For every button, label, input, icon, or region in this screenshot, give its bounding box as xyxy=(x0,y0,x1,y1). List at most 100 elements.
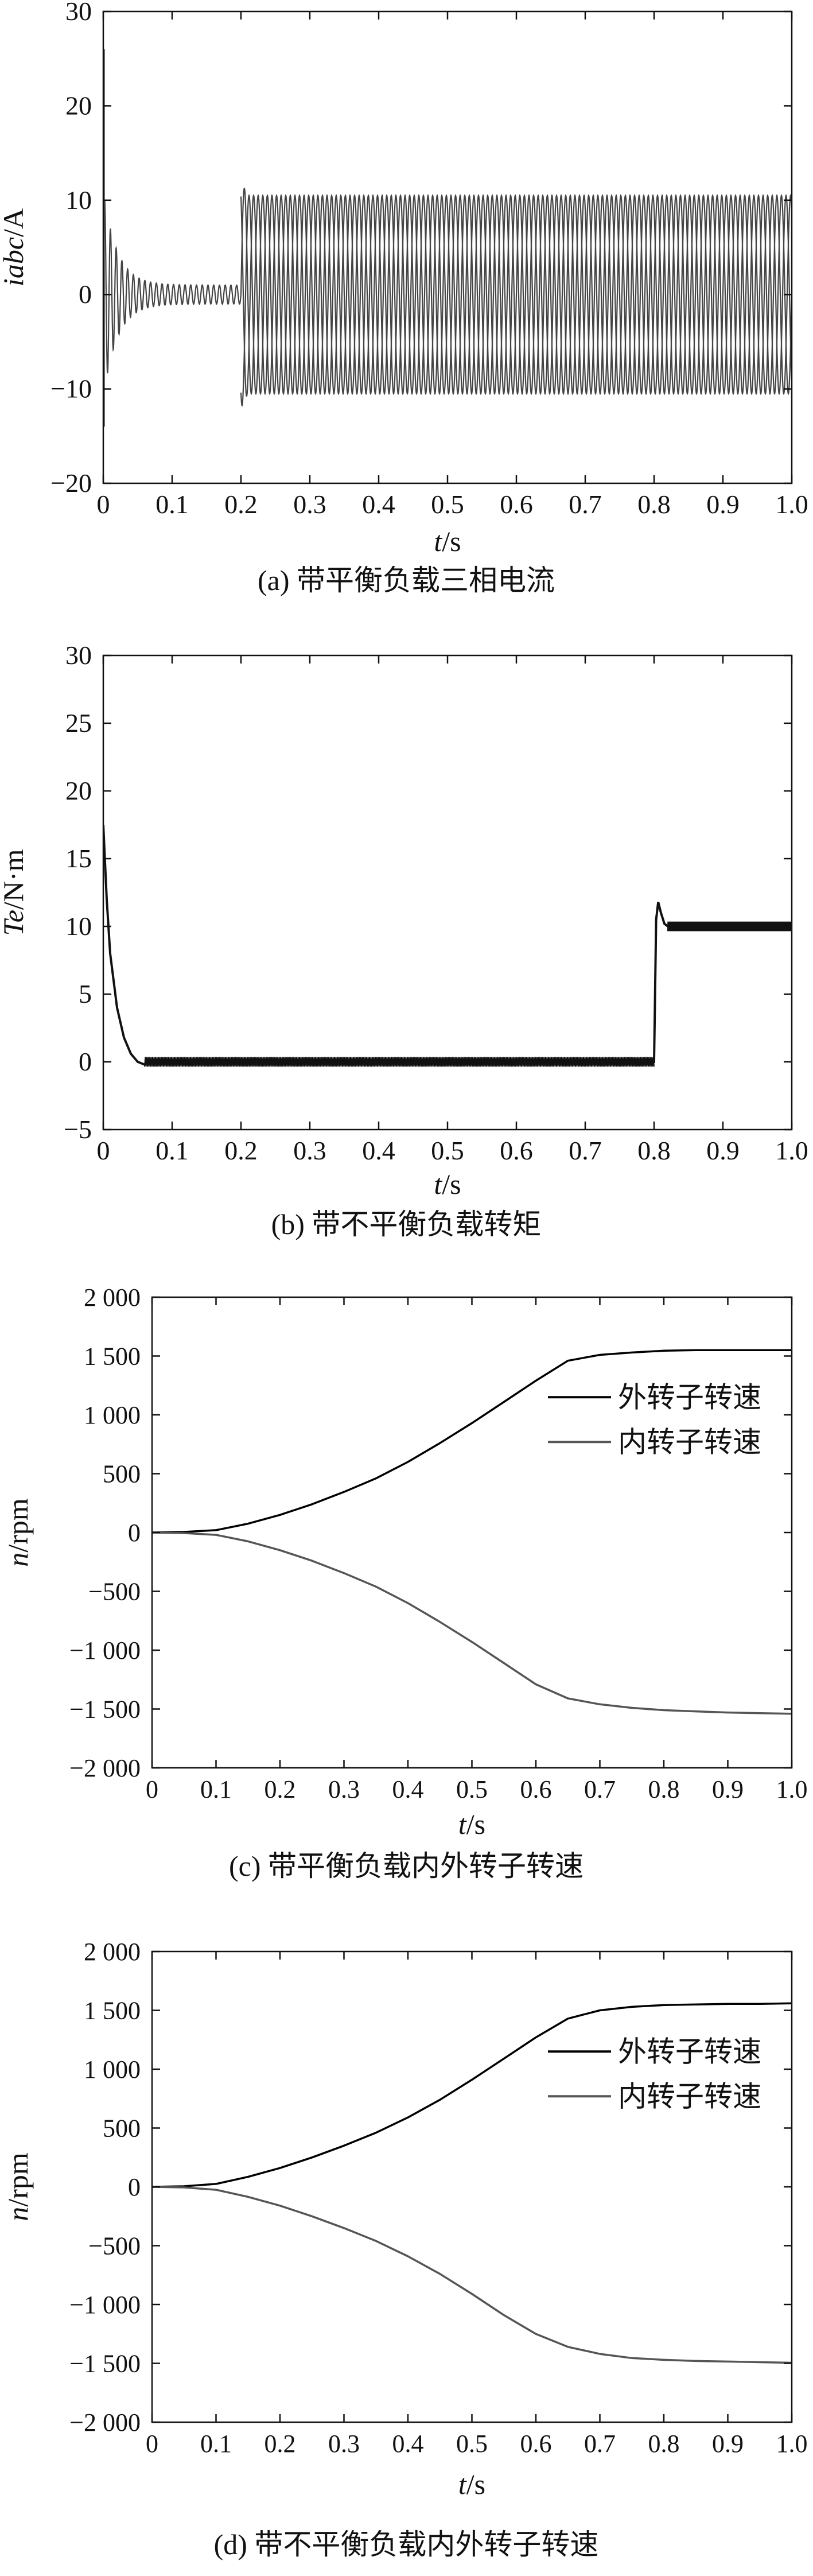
x-tick-label: 0.7 xyxy=(569,1136,602,1165)
y-tick-label: −2 000 xyxy=(69,1754,141,1782)
x-tick-label: 0.4 xyxy=(362,1136,395,1165)
plot-area xyxy=(152,1349,792,1715)
series-line-2 xyxy=(152,1531,792,1715)
x-axis-unit: /s xyxy=(466,2468,485,2500)
x-axis-var: t xyxy=(458,2468,467,2500)
y-tick-label: −500 xyxy=(88,1578,141,1606)
series-line-1 xyxy=(152,1349,792,1534)
x-tick-label: 0.9 xyxy=(706,1136,740,1165)
y-tick-label: 1 000 xyxy=(84,2055,141,2084)
x-tick-label: 0.2 xyxy=(264,1775,296,1803)
x-axis-var: t xyxy=(434,525,442,557)
x-tick-label: 0.6 xyxy=(500,490,533,519)
plot-area xyxy=(103,824,792,1067)
y-tick-label: 20 xyxy=(65,91,92,120)
legend-label: 内转子转速 xyxy=(618,2080,761,2112)
x-tick-label: 0.9 xyxy=(706,490,740,519)
x-tick-label: 1.0 xyxy=(776,1775,808,1803)
x-tick-label: 0.1 xyxy=(155,490,189,519)
x-tick-label: 0 xyxy=(146,1775,158,1803)
plot-frame xyxy=(102,10,793,484)
x-tick-label: 0.8 xyxy=(648,2430,680,2458)
y-tick-label: −1 000 xyxy=(69,1636,141,1665)
y-tick-label: 2 000 xyxy=(84,1938,141,1966)
x-tick-label: 0.1 xyxy=(200,1775,232,1803)
x-tick-label: 0.3 xyxy=(293,490,326,519)
plot-area xyxy=(103,49,792,427)
chart-panel-c: 0 0.1 0.2 0.3 0.4 0.5 0.6 0.7 0.8 0.9 1.0 −2 000 −1 … xyxy=(0,1263,813,1929)
y-tick-label: −500 xyxy=(88,2232,141,2260)
y-axis-var: Te xyxy=(0,910,29,936)
series-line-2 xyxy=(152,2186,792,2364)
x-tick-label: 0.7 xyxy=(584,1775,616,1803)
x-axis-var: t xyxy=(434,1168,442,1200)
y-tick-label: −1 500 xyxy=(69,2350,141,2378)
x-tick-label: 0.2 xyxy=(264,2430,296,2458)
x-tick-label: 0.8 xyxy=(637,1136,671,1165)
x-tick-label: 0.4 xyxy=(392,1775,424,1803)
x-tick-label: 0.5 xyxy=(456,2430,488,2458)
x-tick-label: 0.6 xyxy=(520,2430,552,2458)
series-decay-current xyxy=(103,200,242,374)
y-axis-unit: /A xyxy=(0,208,29,237)
x-tick-label: 0.6 xyxy=(520,1775,552,1803)
y-tick-label: −1 000 xyxy=(69,2291,141,2319)
chart-caption: (c) 带平衡负载内外转子转速 xyxy=(229,1850,584,1882)
y-axis-label: n/rpm xyxy=(2,1498,34,1567)
legend-label: 内转子转速 xyxy=(618,1426,761,1458)
y-tick-label: −5 xyxy=(64,1115,92,1144)
x-tick-label: 0.5 xyxy=(431,1136,464,1165)
y-tick-label: 30 xyxy=(65,0,92,26)
chart-b-svg: 0 0.1 0.2 0.3 0.4 0.5 0.6 0.7 0.8 0.9 1.0−50510152… xyxy=(0,643,808,1240)
x-tick-label: 0 xyxy=(97,1136,110,1165)
x-tick-label: 1.0 xyxy=(775,490,808,519)
x-tick-label: 0 xyxy=(97,490,110,519)
x-tick-label: 0.8 xyxy=(637,490,671,519)
y-tick-label: 20 xyxy=(65,776,92,805)
torque-ripple-high xyxy=(667,921,792,932)
y-axis-label: Te/N·m xyxy=(0,849,29,936)
y-tick-label: 0 xyxy=(79,1047,92,1076)
chart-panel-b: 0 0.1 0.2 0.3 0.4 0.5 0.6 0.7 0.8 0.9 1.0 −5 0 5 10 15 2… xyxy=(0,643,813,1274)
chart-panel-d: 0 0.1 0.2 0.3 0.4 0.5 0.6 0.7 0.8 0.9 1.0 −2 000 −1 … xyxy=(0,1929,813,2576)
chart-caption: (d) 带不平衡负载内外转子转速 xyxy=(214,2528,599,2561)
y-axis-unit: /rpm xyxy=(2,1498,34,1553)
x-tick-label: 1.0 xyxy=(776,2430,808,2458)
y-tick-label: 10 xyxy=(65,185,92,215)
x-axis-label: t/s xyxy=(434,1168,461,1200)
x-tick-label: 0.2 xyxy=(224,490,258,519)
chart-d-svg: 0 0.1 0.2 0.3 0.4 0.5 0.6 0.7 0.8 0.9 1.0 −2 000 −1 … xyxy=(2,1938,808,2561)
x-tick-label: 0.3 xyxy=(328,2430,360,2458)
y-axis-var: n xyxy=(2,1553,34,1567)
chart-a-svg: 0 0.1 0.2 0.3 0.4 0.5 0.6 0.7 0.8 0.9 1.0 −20 −10 0 10… xyxy=(0,0,808,596)
x-tick-label: 0.7 xyxy=(569,490,602,519)
y-tick-label: 0 xyxy=(128,1519,141,1547)
chart-caption: (a) 带平衡负载三相电流 xyxy=(258,564,555,596)
y-axis-var: iabc xyxy=(0,237,29,286)
y-axis-label: n/rpm xyxy=(2,2152,34,2221)
x-tick-label: 0.8 xyxy=(648,1775,680,1803)
plot-frame xyxy=(151,1950,793,2423)
x-tick-label: 0.7 xyxy=(584,2430,616,2458)
y-axis-unit: /N·m xyxy=(0,849,29,910)
torque-ripple-low xyxy=(144,1057,655,1067)
x-axis-unit: /s xyxy=(442,525,461,557)
x-axis-unit: /s xyxy=(442,1168,461,1200)
y-tick-label: 1 500 xyxy=(84,1997,141,2025)
x-tick-label: 1.0 xyxy=(775,1136,808,1165)
y-tick-label: −20 xyxy=(50,468,92,498)
chart-caption: (b) 带不平衡负载转矩 xyxy=(271,1208,542,1240)
x-tick-label: 0.3 xyxy=(293,1136,326,1165)
x-axis-unit: /s xyxy=(466,1808,485,1840)
y-tick-label: 15 xyxy=(65,844,92,873)
y-tick-label: −2 000 xyxy=(69,2408,141,2437)
x-tick-label: 0.9 xyxy=(712,2430,744,2458)
x-tick-label: 0.5 xyxy=(456,1775,488,1803)
y-tick-label: 1 000 xyxy=(84,1401,141,1429)
x-tick-label: 0.4 xyxy=(362,490,395,519)
legend-label: 外转子转速 xyxy=(618,2035,761,2067)
series-torque xyxy=(103,824,792,1066)
series-phase-1 xyxy=(240,187,792,395)
y-tick-label: 30 xyxy=(65,643,92,670)
x-tick-label: 0.2 xyxy=(224,1136,258,1165)
